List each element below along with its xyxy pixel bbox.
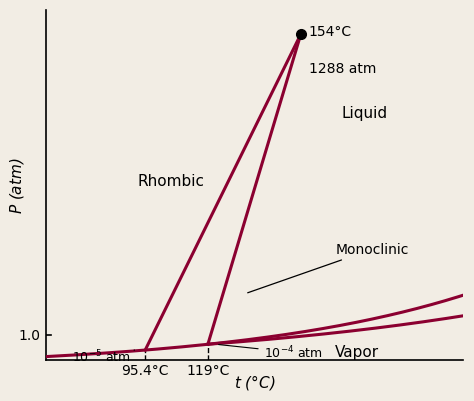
Text: Rhombic: Rhombic <box>137 174 204 189</box>
Text: $10^{-5}$ atm: $10^{-5}$ atm <box>73 348 135 364</box>
Text: 1.0: 1.0 <box>18 328 41 342</box>
Text: Liquid: Liquid <box>342 106 388 121</box>
Text: $P$ (atm): $P$ (atm) <box>8 158 26 214</box>
Text: 119°C: 119°C <box>186 363 229 377</box>
Text: 1288 atm: 1288 atm <box>309 62 376 76</box>
Text: $10^{-4}$ atm: $10^{-4}$ atm <box>219 344 322 361</box>
Text: Monoclinic: Monoclinic <box>248 243 409 293</box>
Text: $t$ (°C): $t$ (°C) <box>234 373 275 391</box>
Text: 95.4°C: 95.4°C <box>121 363 169 377</box>
Text: 154°C: 154°C <box>309 24 352 38</box>
Text: Vapor: Vapor <box>335 344 379 359</box>
